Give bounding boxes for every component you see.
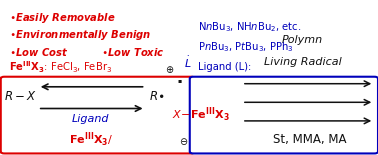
- Text: $\bullet$Low Toxic: $\bullet$Low Toxic: [101, 46, 165, 58]
- Text: St, MMA, MA: St, MMA, MA: [273, 133, 347, 146]
- Text: N$n$Bu$_3$, NH$n$Bu$_2$, etc.: N$n$Bu$_3$, NH$n$Bu$_2$, etc.: [198, 20, 302, 34]
- Text: P$n$Bu$_3$, P$t$Bu$_3$, PPh$_3$: P$n$Bu$_3$, P$t$Bu$_3$, PPh$_3$: [198, 40, 294, 54]
- Text: ▪: ▪: [177, 78, 182, 83]
- Text: $X\!-\!\mathbf{Fe^{III}X_3}$: $X\!-\!\mathbf{Fe^{III}X_3}$: [172, 106, 230, 124]
- Text: $\bullet$Environmentally Benign: $\bullet$Environmentally Benign: [9, 28, 152, 42]
- Text: $\dot{L}$: $\dot{L}$: [184, 54, 192, 70]
- Text: $\ominus$: $\ominus$: [180, 136, 189, 146]
- FancyBboxPatch shape: [190, 77, 378, 153]
- Text: Polymn: Polymn: [282, 35, 323, 45]
- Text: $\mathbf{Fe^{III}X_3}$/: $\mathbf{Fe^{III}X_3}$/: [68, 130, 113, 149]
- Text: Ligand (L):: Ligand (L):: [198, 62, 252, 72]
- Text: Ligand: Ligand: [72, 114, 110, 124]
- Text: $\oplus$: $\oplus$: [166, 64, 175, 75]
- Text: $\bullet$Low Cost: $\bullet$Low Cost: [9, 46, 69, 58]
- Text: $\bullet$Easily Removable: $\bullet$Easily Removable: [9, 11, 116, 25]
- FancyBboxPatch shape: [1, 77, 195, 153]
- Text: Living Radical: Living Radical: [263, 57, 341, 67]
- Text: $R{\bullet}$: $R{\bullet}$: [149, 90, 165, 103]
- Text: $R-X$: $R-X$: [5, 90, 37, 103]
- Text: $\mathbf{Fe^{III}X_3}$: FeCl$_3$, FeBr$_3$: $\mathbf{Fe^{III}X_3}$: FeCl$_3$, FeBr$_…: [9, 60, 113, 75]
